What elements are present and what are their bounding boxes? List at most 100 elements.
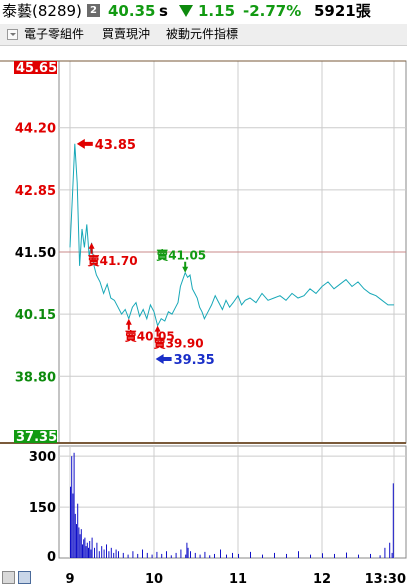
volume-bar <box>175 552 177 558</box>
volume-bar <box>384 547 386 558</box>
price-tick-label: 38.80 <box>15 370 56 385</box>
volume-bar <box>142 549 143 558</box>
trade-marker-icon <box>88 242 95 254</box>
volume-bar <box>90 549 92 558</box>
day-high-label: 43.85 <box>95 138 136 153</box>
period-badge[interactable]: 2 <box>87 4 100 17</box>
volume-bar <box>151 554 153 558</box>
price-tick-label: 40.15 <box>15 308 56 323</box>
volume-bar <box>94 547 95 558</box>
volume-bar <box>122 552 124 558</box>
volume-bar <box>80 529 82 558</box>
volume-bar <box>186 542 188 558</box>
volume-bar <box>106 544 107 558</box>
volume-bar <box>85 546 87 558</box>
volume-bar <box>108 551 110 558</box>
dropdown-icon[interactable] <box>7 29 18 40</box>
volume-bar <box>214 553 215 558</box>
industry-link[interactable]: 電子零組件 <box>24 27 85 41</box>
volume-bar <box>220 549 221 558</box>
volume-bar <box>89 541 91 558</box>
day-high-arrow-icon <box>76 138 93 149</box>
change-down-arrow-icon <box>179 5 193 17</box>
volume-bar <box>79 534 81 558</box>
time-tick-label: 9 <box>65 572 74 587</box>
volume-bar <box>132 551 134 558</box>
volume-bar <box>115 549 117 558</box>
trade-annotation-label: 賣40.05 <box>124 329 175 344</box>
volume-bar <box>78 527 80 558</box>
limit-down-tick-label: 37.35 <box>16 430 57 445</box>
volume-bar <box>101 546 103 558</box>
volume-bar <box>187 547 189 558</box>
price-pane: 45.65 44.20 42.85 41.50 40.15 38.80 37.35 43.85… <box>0 60 407 445</box>
price-change: 1.15 <box>198 2 236 20</box>
volume-bar <box>250 551 251 558</box>
volume-bar <box>209 555 211 558</box>
volume-bar <box>262 554 263 558</box>
trade-marker-icon <box>182 261 189 273</box>
trade-annotation-label: 賣41.70 <box>87 253 138 268</box>
trade-marker-icon <box>125 318 132 330</box>
category-toolbar: 電子零組件 買賣現沖 被動元件指標 <box>0 24 407 46</box>
volume-bar <box>103 549 105 558</box>
volume-bar <box>146 552 148 558</box>
volume-bar <box>161 553 163 558</box>
volume-bar <box>199 554 201 558</box>
volume-bar <box>370 553 371 558</box>
trade-annotation-label: 賣39.90 <box>153 336 204 351</box>
volume-bar <box>96 542 98 558</box>
stock-name[interactable]: 泰藝(8289) <box>2 2 82 20</box>
volume-bar <box>74 513 76 558</box>
volume-bar <box>286 553 287 558</box>
volume-bar <box>84 537 86 558</box>
volume-bar <box>346 552 347 558</box>
time-tick-label: 13:30 <box>365 572 406 587</box>
volume-bar <box>170 555 172 558</box>
daytrade-link[interactable]: 買賣現沖 <box>102 27 151 41</box>
volume-bar <box>83 539 85 558</box>
settings-icon[interactable] <box>2 571 15 584</box>
volume-bar <box>232 552 233 558</box>
price-tick-label: 41.50 <box>15 246 56 261</box>
volume-bar <box>110 547 112 558</box>
volume-pane: 300 150 0 <box>29 445 407 565</box>
volume-bar <box>392 483 394 558</box>
volume-bar <box>185 554 187 558</box>
day-low-arrow-icon <box>155 353 172 364</box>
volume-bar <box>358 554 359 558</box>
volume-bar <box>137 553 139 558</box>
index-link[interactable]: 被動元件指標 <box>166 27 239 41</box>
time-tick-label: 11 <box>229 572 247 587</box>
price-tick-label: 42.85 <box>15 184 56 199</box>
volume-bar <box>82 544 83 558</box>
volume-bar <box>166 551 167 558</box>
price-change-percent: -2.77% <box>243 2 302 20</box>
last-price: 40.35 <box>108 2 156 20</box>
volume-bar <box>226 554 227 558</box>
volume-bar <box>88 547 89 558</box>
volume-bar <box>389 542 391 558</box>
volume-tick-label: 300 <box>29 450 56 465</box>
volume-frame <box>58 445 407 559</box>
quote-header: 泰藝(8289) 2 40.35 s 1.15 -2.77% 5921張 <box>0 0 407 22</box>
trade-marker-icon <box>154 325 161 337</box>
volume-bar <box>194 552 196 558</box>
volume-bar <box>72 493 74 558</box>
layout-icon[interactable] <box>18 571 31 584</box>
volume-bar <box>334 553 335 558</box>
volume-bar <box>113 552 115 558</box>
day-low-label: 39.35 <box>174 353 215 368</box>
price-suffix: s <box>159 2 168 20</box>
trade-annotation-label: 賣41.05 <box>155 248 206 263</box>
limit-down-label-bg <box>14 430 57 443</box>
volume-bar <box>86 542 88 558</box>
volume-bar <box>118 551 119 558</box>
limit-up-tick-label: 45.65 <box>16 61 57 76</box>
volume-bar <box>76 524 77 558</box>
volume-bar <box>70 486 71 558</box>
price-tick-label: 44.20 <box>15 122 56 137</box>
volume-bar <box>180 549 182 558</box>
volume-bar <box>91 537 93 558</box>
